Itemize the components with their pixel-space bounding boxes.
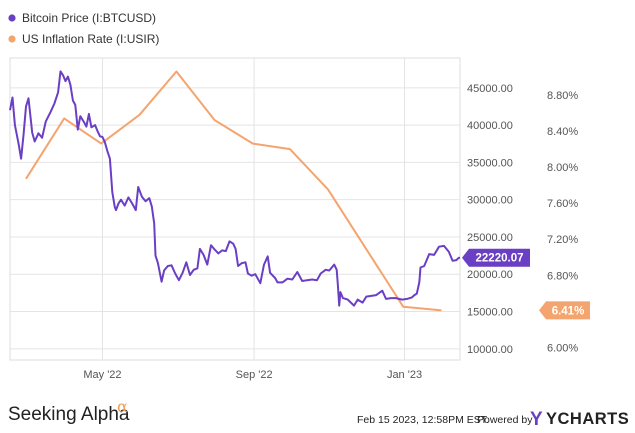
y-right-tick-label: 6.00%: [547, 342, 578, 354]
y-left-tick-label: 15000.00: [467, 307, 513, 319]
last-value-tag-btc-shape: [462, 248, 530, 267]
legend-marker-btc: [8, 14, 16, 22]
x-tick-label: Sep '22: [236, 369, 273, 381]
x-tick-label: Jan '23: [387, 369, 422, 381]
last-value-label-inflation: 6.41%: [552, 305, 585, 317]
brand-name: Seeking Alpha: [8, 404, 130, 425]
series-line-inflation: [25, 70, 442, 312]
last-value-tag-inflation: 6.41%: [539, 301, 590, 320]
x-axis: May '22 Sep '22 Jan '23: [83, 369, 422, 381]
ycharts-wordmark: YCHARTS: [546, 410, 629, 428]
y-right-tick-label: 8.40%: [547, 126, 578, 138]
powered-by-label: Powered by: [477, 414, 533, 426]
y-right-tick-label: 7.60%: [547, 198, 578, 210]
gridlines: [10, 58, 460, 360]
x-tick-label: May '22: [83, 369, 121, 381]
timestamp: Feb 15 2023, 12:58PM EST.: [357, 414, 489, 426]
y-left-tick-label: 25000.00: [467, 232, 513, 244]
legend-label-inflation: US Inflation Rate (I:USIR): [22, 32, 159, 46]
series-line-btc: [9, 70, 461, 307]
y-left-tick-label: 10000.00: [467, 344, 513, 356]
y-left-tick-label: 20000.00: [467, 269, 513, 281]
footer: Seeking Alpha α Feb 15 2023, 12:58PM EST…: [8, 397, 629, 430]
legend-label-btc: Bitcoin Price (I:BTCUSD): [22, 11, 156, 25]
y-right-tick-label: 6.80%: [547, 270, 578, 282]
brand-alpha-icon: α: [117, 397, 128, 416]
legend: Bitcoin Price (I:BTCUSD) US Inflation Ra…: [8, 11, 159, 46]
last-value-label-btc: 22220.07: [476, 253, 524, 265]
ycharts-logo-icon: Y: [530, 409, 543, 430]
y-left-tick-label: 45000.00: [467, 83, 513, 95]
y-left-tick-label: 30000.00: [467, 195, 513, 207]
plot-area: [9, 57, 461, 361]
y-left-tick-label: 35000.00: [467, 157, 513, 169]
y-right-tick-label: 8.00%: [547, 162, 578, 174]
last-value-tag-btc: 22220.07: [462, 248, 530, 267]
y-right-tick-label: 8.80%: [547, 90, 578, 102]
legend-marker-inflation: [8, 35, 16, 43]
y-axis-left: 10000.00 15000.00 20000.00 25000.00 30000.00…: [467, 83, 513, 356]
last-value-tag-inflation-shape: [539, 301, 590, 320]
y-right-tick-label: 7.20%: [547, 234, 578, 246]
y-left-tick-label: 40000.00: [467, 120, 513, 132]
y-axis-right: 6.00%6.40%6.80%7.20%7.60%8.00%8.40%8.80%: [547, 90, 578, 354]
